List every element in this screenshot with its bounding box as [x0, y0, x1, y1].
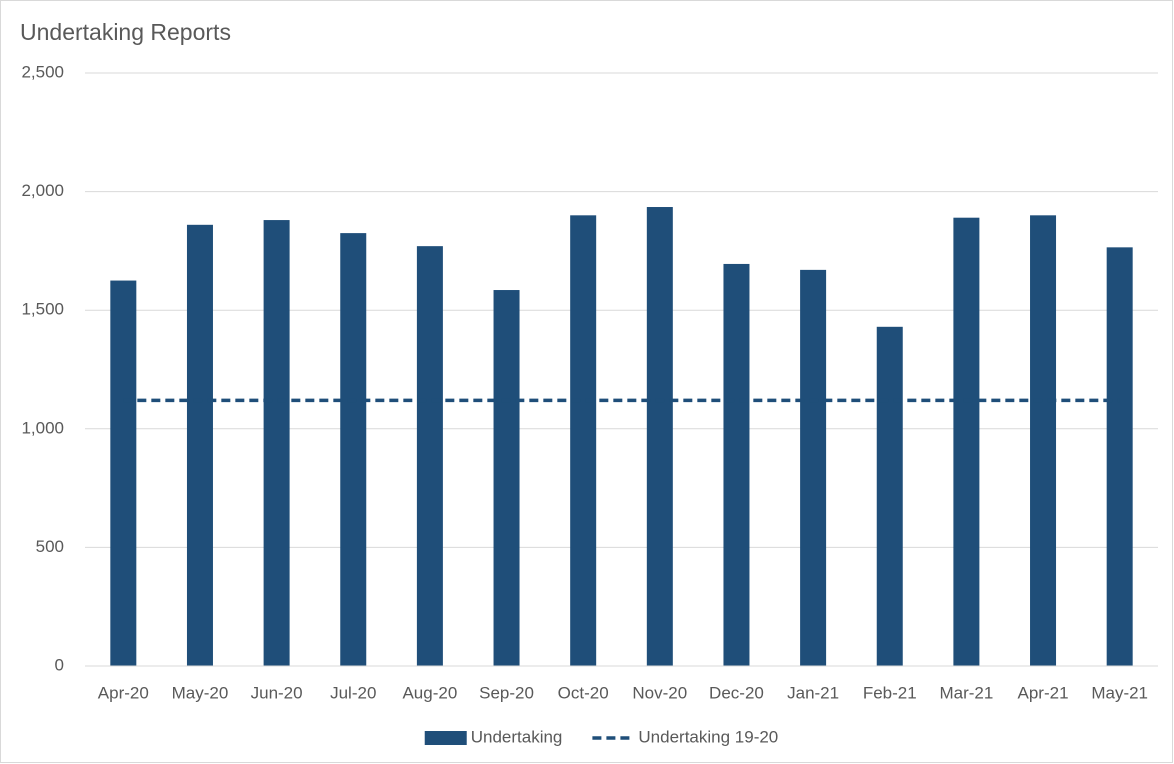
- x-tick-label: Nov-20: [632, 683, 687, 702]
- x-tick-label: Dec-20: [709, 683, 764, 702]
- x-tick-label: Oct-20: [558, 683, 609, 702]
- bar: [416, 246, 443, 666]
- bar: [800, 269, 827, 666]
- bar: [646, 207, 673, 666]
- legend-label: Undertaking: [471, 727, 563, 746]
- bar: [186, 224, 213, 667]
- bar: [876, 326, 903, 666]
- x-tick-label: Sep-20: [479, 683, 534, 702]
- x-tick-label: Apr-20: [98, 683, 149, 702]
- y-tick-label: 1,500: [21, 300, 64, 319]
- x-tick-label: May-21: [1091, 683, 1148, 702]
- bar: [110, 280, 137, 666]
- y-tick-label: 1,000: [21, 418, 64, 437]
- legend-swatch: [424, 731, 467, 745]
- bar: [1030, 215, 1057, 666]
- x-tick-label: Feb-21: [863, 683, 917, 702]
- y-tick-label: 2,500: [21, 62, 64, 81]
- x-tick-label: Aug-20: [402, 683, 457, 702]
- x-tick-label: Jan-21: [787, 683, 839, 702]
- x-tick-label: May-20: [172, 683, 229, 702]
- bar: [723, 263, 750, 666]
- bar: [263, 220, 290, 666]
- chart-title: Undertaking Reports: [20, 19, 231, 45]
- y-tick-label: 2,000: [21, 181, 64, 200]
- x-tick-label: Mar-21: [939, 683, 993, 702]
- bar: [493, 290, 520, 666]
- y-tick-label: 500: [36, 537, 64, 556]
- bar: [1106, 247, 1133, 667]
- bar: [570, 215, 597, 666]
- x-tick-label: Jul-20: [330, 683, 376, 702]
- x-tick-label: Jun-20: [251, 683, 303, 702]
- bar: [340, 233, 367, 667]
- y-tick-label: 0: [55, 655, 64, 674]
- x-tick-label: Apr-21: [1018, 683, 1069, 702]
- bar: [953, 217, 980, 666]
- legend-label: Undertaking 19-20: [638, 727, 778, 746]
